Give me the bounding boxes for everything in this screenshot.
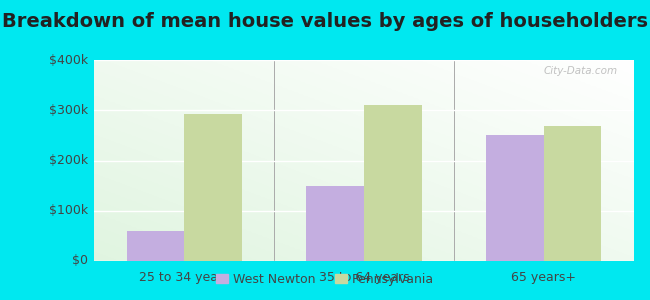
Bar xyxy=(486,135,544,261)
Bar xyxy=(306,186,364,261)
Text: $100k: $100k xyxy=(49,204,88,217)
Text: $200k: $200k xyxy=(49,154,88,167)
Bar xyxy=(184,114,242,261)
Text: Breakdown of mean house values by ages of householders: Breakdown of mean house values by ages o… xyxy=(2,12,648,31)
Text: City-Data.com: City-Data.com xyxy=(543,66,618,76)
Text: $0: $0 xyxy=(72,254,88,268)
Text: $300k: $300k xyxy=(49,104,88,117)
Bar xyxy=(544,126,601,261)
Legend: West Newton, Pennsylvania: West Newton, Pennsylvania xyxy=(211,268,439,291)
Bar xyxy=(127,231,184,261)
Bar xyxy=(364,105,422,261)
Text: $400k: $400k xyxy=(49,53,88,67)
